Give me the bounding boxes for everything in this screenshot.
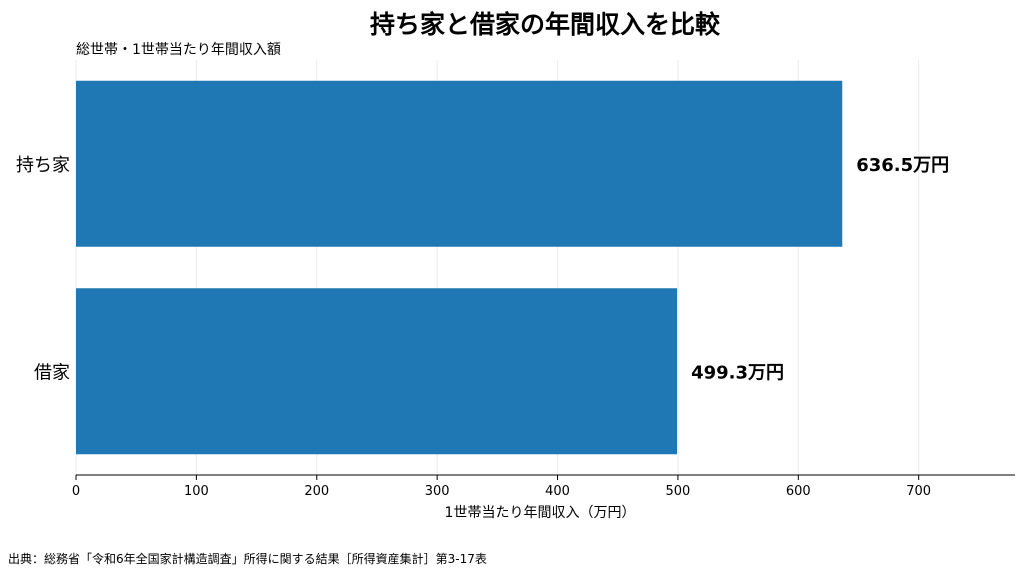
x-axis-ticks: 0 100 200 300 400 500 600 700 (72, 475, 931, 499)
x-tick-label: 300 (425, 484, 450, 499)
x-tick-label: 600 (786, 484, 811, 499)
value-label: 636.5万円 (856, 155, 949, 176)
x-tick-label: 500 (666, 484, 691, 499)
x-tick-label: 100 (184, 484, 209, 499)
chart-subtitle: 総世帯・1世帯当たり年間収入額 (76, 42, 281, 58)
category-label: 持ち家 (16, 155, 70, 176)
bar (76, 288, 678, 455)
x-tick-label: 200 (304, 484, 329, 499)
chart-title: 持ち家と借家の年間収入を比較 (370, 10, 721, 39)
x-tick-label: 0 (72, 484, 80, 499)
x-tick-label: 700 (906, 484, 931, 499)
x-tick-label: 400 (545, 484, 570, 499)
value-label: 499.3万円 (691, 362, 784, 383)
bar (76, 80, 843, 247)
category-label: 借家 (34, 362, 70, 383)
source-note: 出典：総務省「令和6年全国家計構造調査」所得に関する結果［所得資産集計］第3-1… (8, 551, 487, 566)
x-axis-label: 1世帯当たり年間収入（万円） (445, 505, 636, 521)
